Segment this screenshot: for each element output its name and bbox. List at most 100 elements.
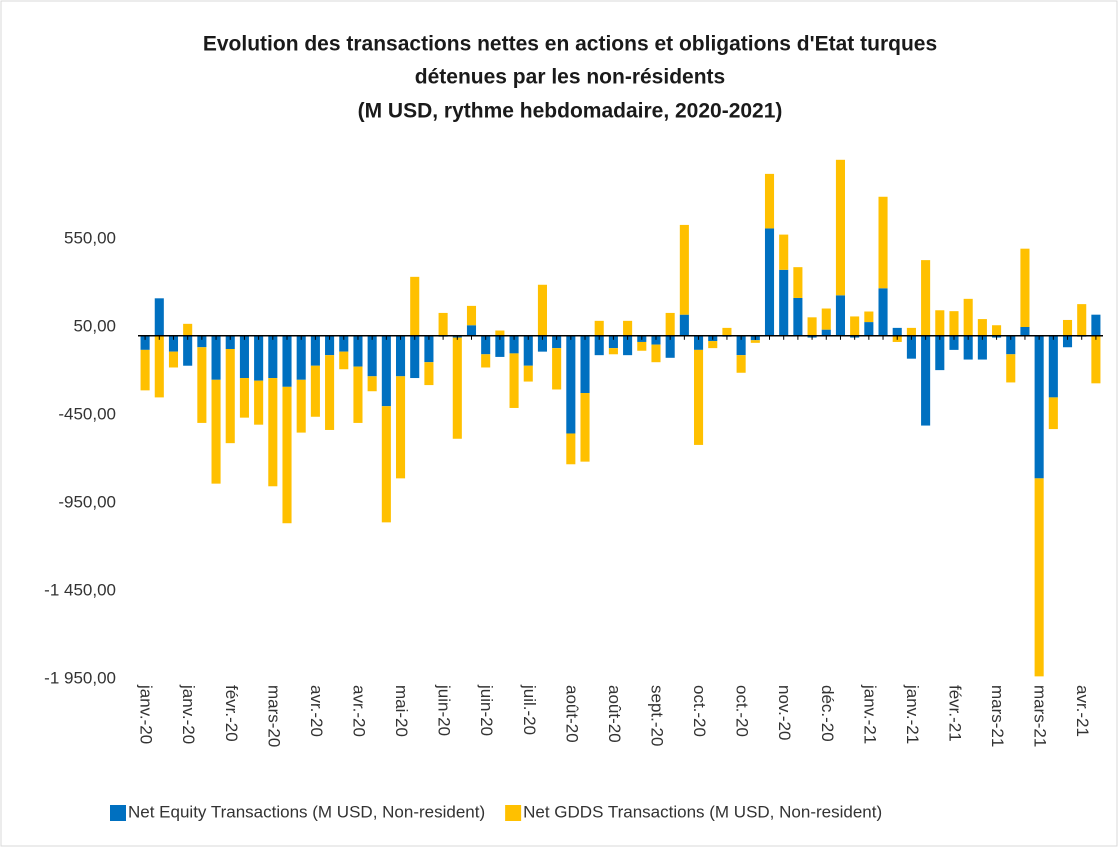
bar — [892, 327, 902, 336]
bar — [552, 335, 562, 349]
x-tick-label: oct.-20 — [690, 685, 709, 737]
bar — [395, 376, 406, 479]
bar — [154, 298, 164, 336]
bar — [963, 298, 973, 336]
legend-swatch — [110, 805, 126, 821]
bar — [835, 295, 846, 336]
bar — [140, 335, 150, 350]
y-tick-label: -1 950,00 — [44, 668, 116, 687]
bar — [594, 320, 604, 336]
bar — [523, 335, 533, 366]
x-tick-label: avr.-20 — [307, 685, 326, 737]
bar — [452, 337, 462, 439]
y-tick-label: -1 450,00 — [44, 580, 116, 599]
bar — [296, 335, 306, 380]
bar — [608, 335, 618, 349]
bar — [580, 393, 590, 462]
x-tick-label: août-20 — [562, 685, 581, 743]
bar — [410, 335, 420, 379]
bar — [679, 224, 689, 315]
bar — [367, 335, 377, 377]
bar — [580, 335, 590, 393]
bar — [708, 341, 718, 349]
bar — [1062, 319, 1073, 336]
bar — [254, 380, 264, 425]
bar — [1048, 397, 1058, 430]
bar — [495, 335, 505, 357]
bar — [537, 284, 547, 336]
bar — [594, 335, 604, 356]
bar — [268, 378, 278, 487]
bar — [1034, 335, 1044, 479]
bar — [325, 355, 335, 430]
legend-swatch — [505, 805, 522, 821]
bar — [779, 234, 789, 270]
bar — [821, 329, 831, 336]
bar — [225, 349, 235, 444]
bar — [906, 335, 916, 359]
bar — [878, 288, 888, 336]
bar — [608, 348, 618, 355]
bar — [481, 354, 491, 368]
bar — [850, 316, 860, 336]
bar — [1077, 304, 1087, 336]
bar — [921, 260, 931, 336]
bar — [282, 386, 292, 524]
bar — [651, 344, 661, 363]
bar — [1091, 335, 1101, 384]
bar — [466, 325, 477, 336]
bar — [864, 322, 874, 336]
y-tick-label: -450,00 — [58, 404, 116, 423]
x-tick-label: juin-20 — [477, 684, 496, 736]
y-tick-label: 50,00 — [73, 316, 116, 335]
bar — [339, 351, 349, 370]
chart-title: (M USD, rythme hebdomadaire, 2020-2021) — [358, 100, 783, 123]
bar — [395, 335, 406, 377]
x-tick-label: mars-20 — [264, 685, 283, 747]
bar — [353, 366, 363, 423]
bar — [566, 335, 576, 434]
bar — [523, 365, 533, 382]
y-tick-label: 550,00 — [64, 228, 116, 247]
x-tick-label: avr.-20 — [349, 685, 368, 737]
bar — [750, 340, 760, 343]
bar — [410, 276, 420, 336]
bar — [183, 323, 193, 336]
bar — [254, 335, 264, 381]
bar — [637, 341, 647, 351]
bar — [339, 335, 349, 352]
legend-label: Net GDDS Transactions (M USD, Non-reside… — [523, 802, 882, 821]
bar — [665, 312, 675, 336]
x-tick-label: janv.-20 — [137, 684, 156, 744]
bar — [864, 311, 874, 323]
legend-label: Net Equity Transactions (M USD, Non-resi… — [128, 802, 485, 821]
bar — [793, 267, 803, 298]
x-tick-label: janv.-21 — [860, 684, 879, 744]
bar — [1006, 335, 1016, 355]
x-tick-label: janv.-21 — [903, 684, 922, 744]
bar — [310, 335, 320, 366]
bar — [381, 335, 391, 407]
bar — [239, 335, 249, 379]
bar — [424, 335, 434, 363]
bar — [694, 335, 704, 350]
bar — [949, 335, 959, 350]
bar — [1048, 335, 1058, 398]
bar — [1020, 248, 1030, 327]
bar — [367, 376, 377, 392]
bar — [1034, 478, 1044, 677]
bar — [424, 362, 434, 386]
bar — [722, 327, 732, 336]
bar — [949, 311, 959, 336]
bar — [509, 335, 519, 354]
bar — [211, 335, 221, 380]
bar — [935, 310, 945, 336]
bar — [977, 319, 987, 336]
bar — [977, 335, 987, 360]
bar — [282, 335, 292, 387]
bar — [921, 335, 931, 426]
bar — [537, 335, 547, 352]
bar — [736, 335, 746, 356]
bar — [1020, 327, 1030, 336]
